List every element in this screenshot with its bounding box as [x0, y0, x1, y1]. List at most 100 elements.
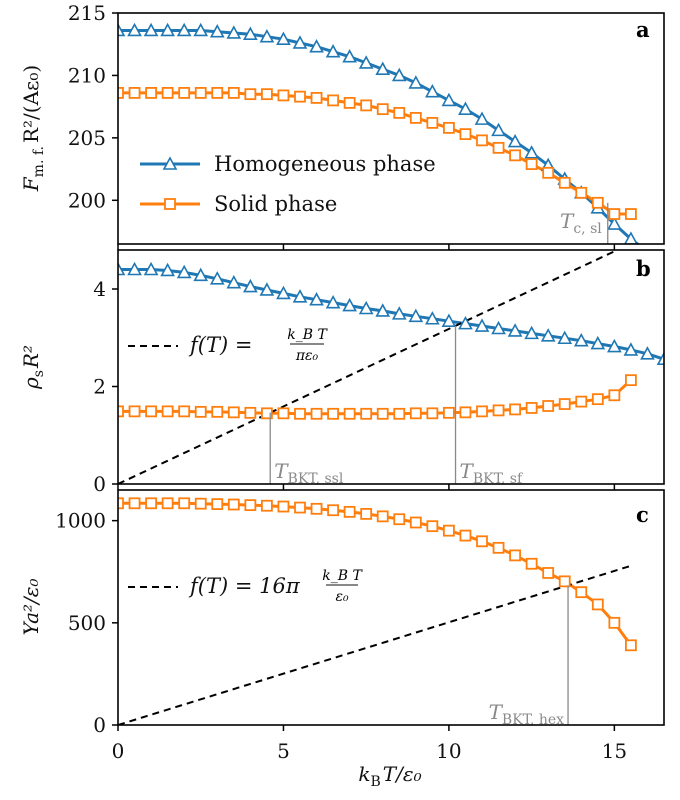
- data-point-a-0-31: [624, 231, 638, 244]
- data-point-c-0-12: [310, 502, 323, 515]
- panel-b-frame: [117, 249, 665, 485]
- data-point-a-1-17: [393, 106, 406, 119]
- data-point-a-0-13: [325, 44, 341, 58]
- data-point-b-0-6: [209, 271, 225, 285]
- data-point-a-0-19: [425, 83, 440, 98]
- legend-frac-den-b: πε₀: [295, 348, 319, 364]
- data-point-b-1-23: [492, 404, 505, 417]
- data-point-c-0-14: [343, 505, 356, 518]
- data-point-a-0-6: [209, 24, 225, 38]
- panel-c-xlabel: kB T/ε₀: [358, 762, 421, 790]
- data-point-b-1-10: [277, 407, 290, 420]
- data-point-c-0-23: [492, 541, 505, 554]
- data-point-c-0-13: [327, 504, 339, 517]
- panel-c-letter: c: [636, 502, 649, 527]
- panel-c-yticks: 0 500 1000: [55, 509, 118, 737]
- data-point-c-0-19: [426, 520, 439, 533]
- data-point-a-0-7: [226, 25, 242, 39]
- annotation-label-c-0: TBKT, hex: [489, 700, 565, 728]
- data-point-b-1-9: [261, 407, 273, 420]
- ytick-label-b-1: 2: [93, 375, 106, 399]
- panel-b-annotations: TBKT, ssl TBKT, sf: [269, 325, 524, 487]
- data-point-b-1-7: [227, 406, 240, 419]
- panel-c-lines: [118, 501, 633, 725]
- data-point-a-0-2: [143, 22, 159, 37]
- data-point-a-1-8: [244, 88, 257, 101]
- data-point-c-0-0: [118, 497, 124, 510]
- data-point-a-0-3: [160, 22, 175, 37]
- data-point-b-1-13: [327, 407, 339, 420]
- data-point-b-1-27: [558, 398, 571, 410]
- ytick-label-b-0: 0: [93, 472, 106, 496]
- data-point-c-0-22: [476, 535, 488, 548]
- series-line-b-0: [118, 268, 664, 361]
- legend-label-homogeneous: Homogeneous phase: [214, 152, 436, 176]
- data-point-b-1-25: [525, 402, 538, 414]
- data-point-a-1-4: [178, 87, 191, 99]
- data-point-c-0-21: [459, 529, 472, 542]
- data-point-b-0-30: [607, 338, 622, 353]
- data-point-b-1-17: [393, 407, 406, 420]
- data-point-a-1-29: [591, 196, 604, 209]
- data-point-a-1-1: [128, 87, 141, 99]
- data-point-b-0-2: [143, 261, 159, 276]
- panel-a-legend: Homogeneous phase Solid phase: [140, 152, 436, 216]
- data-point-b-0-0: [118, 261, 126, 276]
- data-point-a-1-9: [261, 88, 273, 101]
- data-point-a-1-11: [294, 90, 306, 103]
- data-point-b-0-28: [573, 333, 589, 347]
- data-point-a-1-22: [476, 134, 488, 147]
- data-point-b-1-22: [476, 405, 488, 418]
- panel-a-markers: [118, 22, 648, 244]
- panel-b-markers: [118, 261, 664, 420]
- data-point-a-1-27: [558, 176, 571, 189]
- data-point-a-0-17: [391, 67, 407, 82]
- data-point-b-0-16: [375, 303, 391, 317]
- data-point-a-1-12: [310, 92, 323, 104]
- data-point-b-1-1: [128, 405, 141, 418]
- data-point-c-0-15: [360, 508, 373, 520]
- data-point-b-1-28: [575, 395, 588, 408]
- data-point-b-0-4: [176, 264, 192, 279]
- ytick-label-a-0: 200: [68, 188, 106, 212]
- data-point-b-0-24: [507, 323, 523, 337]
- data-point-a-1-20: [443, 121, 455, 134]
- data-point-a-0-16: [375, 61, 391, 75]
- data-point-a-1-7: [227, 87, 240, 99]
- ytick-label-c-0: 0: [93, 713, 106, 737]
- data-point-a-1-28: [575, 186, 588, 199]
- data-point-a-1-23: [492, 141, 505, 154]
- data-point-c-0-8: [244, 499, 257, 512]
- data-point-c-0-17: [393, 513, 406, 526]
- ytick-label-a-2: 210: [68, 63, 106, 87]
- data-point-b-1-5: [194, 405, 207, 418]
- panel-a-letter: a: [636, 17, 650, 42]
- data-point-a-1-13: [327, 94, 339, 107]
- series-line-b-2: [118, 250, 620, 484]
- data-point-b-1-14: [343, 407, 356, 420]
- data-point-a-0-15: [358, 55, 374, 69]
- panel-a-yticks: 200 205 210 215: [68, 1, 616, 250]
- data-point-b-0-21: [458, 315, 473, 330]
- panel-c-frame: [117, 489, 665, 726]
- data-point-b-0-26: [540, 328, 556, 342]
- data-point-a-1-19: [426, 116, 439, 129]
- data-point-c-0-31: [625, 639, 637, 652]
- panel-c-legend: f(T) = 16π k_B T ε₀: [128, 568, 363, 605]
- data-point-a-0-23: [491, 122, 506, 137]
- data-point-c-0-5: [194, 497, 207, 510]
- data-point-c-0-10: [277, 500, 290, 513]
- data-point-b-1-4: [178, 405, 191, 418]
- data-point-c-0-25: [525, 557, 538, 570]
- data-point-b-0-19: [425, 311, 440, 325]
- panel-a-annotations: Tc, sl: [560, 202, 609, 244]
- data-point-a-1-18: [409, 111, 422, 124]
- data-point-b-0-11: [292, 289, 308, 303]
- data-point-a-0-10: [276, 31, 291, 46]
- legend-marker-solid: [164, 198, 176, 210]
- data-point-a-0-32: [647, 243, 648, 244]
- panel-b-ylabel: ρsR²: [19, 345, 47, 390]
- data-point-b-0-12: [309, 292, 324, 306]
- data-point-b-1-19: [426, 407, 439, 420]
